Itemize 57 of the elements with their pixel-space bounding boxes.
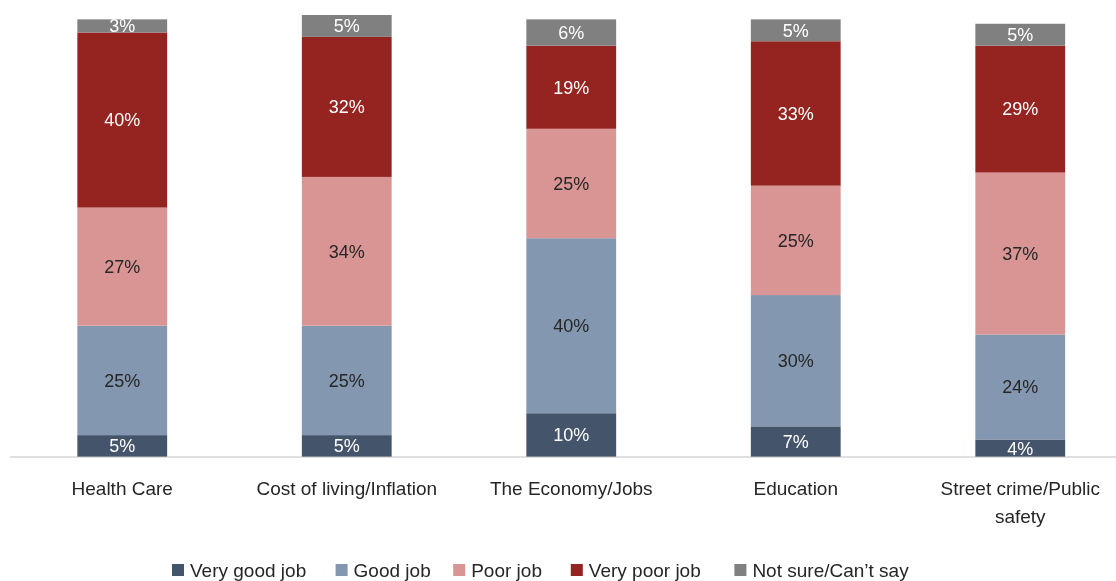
bar <box>77 19 168 33</box>
bar <box>301 176 392 326</box>
data-label: 29% <box>1002 99 1039 120</box>
bar <box>750 41 841 186</box>
data-label: 5% <box>109 436 136 457</box>
bar <box>301 15 392 37</box>
bar <box>526 128 617 239</box>
bar <box>750 426 841 457</box>
bar <box>301 36 392 177</box>
bar <box>301 325 392 436</box>
data-label: 24% <box>1002 377 1039 398</box>
data-label: 10% <box>553 425 590 446</box>
legend-label: Very poor job <box>588 559 701 581</box>
legend-label: Good job <box>353 559 431 581</box>
bar <box>975 45 1066 173</box>
data-label: 40% <box>553 316 590 337</box>
bar <box>975 172 1066 335</box>
data-label: 6% <box>558 22 585 43</box>
data-label: 3% <box>109 16 136 37</box>
data-label: 37% <box>1002 243 1039 264</box>
x-tick-label: The Economy/Jobs <box>489 477 653 499</box>
data-label: 5% <box>333 16 360 37</box>
data-label: 7% <box>782 431 809 452</box>
data-label: 25% <box>553 173 590 194</box>
bar <box>750 185 841 296</box>
bar <box>77 325 168 436</box>
data-label: 30% <box>777 351 814 372</box>
bar <box>526 238 617 414</box>
data-label: 27% <box>104 256 141 277</box>
data-label: 5% <box>782 20 809 41</box>
bar <box>77 32 168 208</box>
legend-label: Not sure/Can’t say <box>752 559 910 581</box>
data-label: 5% <box>1007 24 1034 45</box>
data-label: 25% <box>777 230 814 251</box>
data-label: 32% <box>328 97 365 118</box>
data-label: 34% <box>328 241 365 262</box>
data-label: 33% <box>777 103 814 124</box>
data-label: 19% <box>553 77 590 98</box>
bar <box>750 295 841 427</box>
bar <box>750 19 841 42</box>
x-tick-label: Street crime/Public safety <box>940 477 1100 528</box>
x-tick-label: Health Care <box>71 477 173 499</box>
bar <box>526 19 617 46</box>
legend-label: Poor job <box>471 559 542 581</box>
bar <box>975 23 1066 46</box>
data-label: 5% <box>333 436 360 457</box>
data-label: 25% <box>104 370 141 391</box>
data-label: 4% <box>1007 438 1034 459</box>
x-tick-label: Cost of living/Inflation <box>256 477 438 499</box>
x-tick-label: Education <box>753 477 839 499</box>
bar <box>526 45 617 129</box>
bar <box>77 207 168 326</box>
data-label: 25% <box>328 370 365 391</box>
bar <box>526 413 617 457</box>
legend-label: Very good job <box>190 559 307 581</box>
data-label: 40% <box>104 110 141 131</box>
bar <box>975 334 1066 440</box>
